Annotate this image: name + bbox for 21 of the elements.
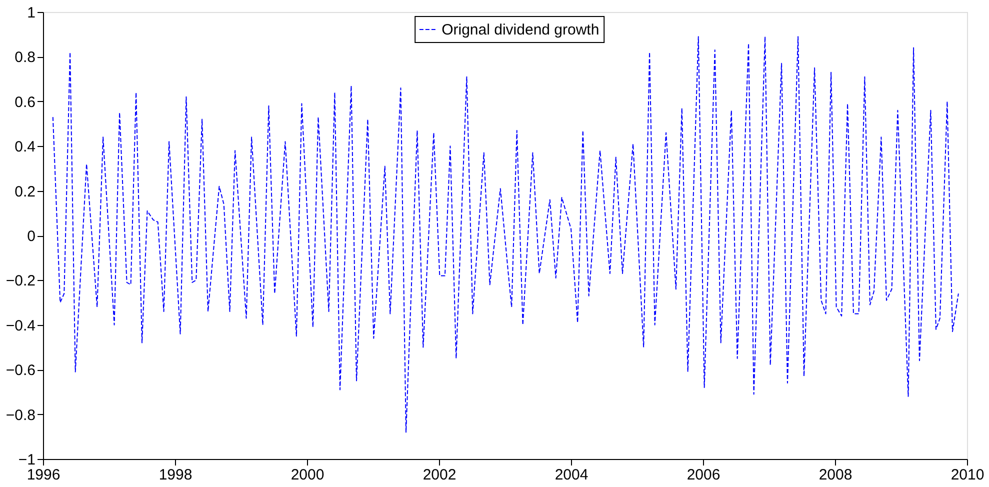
y-tick-label: 1 <box>27 4 36 22</box>
x-tick-label: 2002 <box>422 466 456 484</box>
y-tick-label: 0.6 <box>14 94 36 111</box>
x-tick-label: 1998 <box>158 466 192 484</box>
x-tick-label: 2006 <box>686 466 720 484</box>
y-tick-label: 0.4 <box>14 138 36 156</box>
y-tick-label: −0.8 <box>6 406 36 424</box>
x-tick-label: 2000 <box>290 466 324 484</box>
x-tick-label: 1996 <box>26 466 60 484</box>
y-tick-label: −0.6 <box>6 362 36 380</box>
y-tick-label: 0.2 <box>14 183 36 200</box>
y-tick-label: 0.8 <box>14 49 36 66</box>
y-tick-label: −0.4 <box>6 317 36 334</box>
y-tick-label: −1 <box>18 452 36 468</box>
y-tick-label: −0.2 <box>6 272 36 290</box>
x-tick-label: 2010 <box>950 466 984 484</box>
y-tick-label: 0 <box>27 228 36 245</box>
x-tick-label: 2004 <box>554 466 588 484</box>
legend-label: Orignal dividend growth <box>442 22 600 38</box>
x-tick-label: 2008 <box>818 466 852 484</box>
line-series <box>52 36 959 433</box>
